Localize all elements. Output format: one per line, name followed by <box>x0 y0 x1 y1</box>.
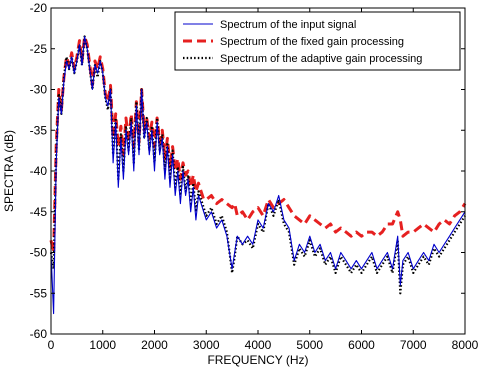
x-tick-label: 2000 <box>141 338 168 352</box>
x-tick-label: 8000 <box>452 338 478 352</box>
y-tick-label: -25 <box>30 42 48 56</box>
x-tick-label: 5000 <box>296 338 323 352</box>
axis-ticks: 0 1000 2000 3000 4000 5000 6000 7000 8000 -60 -55 -… <box>30 1 478 352</box>
x-tick-label: 6000 <box>348 338 375 352</box>
legend: Spectrum of the input signal Spectrum of … <box>174 11 461 71</box>
series-layer <box>49 35 467 315</box>
x-tick-label: 7000 <box>400 338 427 352</box>
legend-label-2: Spectrum of the fixed gain processing <box>220 36 404 48</box>
x-tick-label: 1000 <box>89 338 116 352</box>
x-tick-label: 3000 <box>193 338 220 352</box>
y-tick-label: -20 <box>30 1 48 15</box>
y-axis-title: SPECTRA (dB) <box>2 130 16 212</box>
x-tick-label: 4000 <box>245 338 272 352</box>
x-axis-title: FREQUENCY (Hz) <box>207 353 308 367</box>
series-line-1 <box>50 35 466 315</box>
y-tick-label: -60 <box>30 327 48 341</box>
legend-label-1: Spectrum of the input signal <box>220 19 356 31</box>
y-tick-label: -55 <box>30 286 48 300</box>
y-tick-label: -35 <box>30 123 48 137</box>
series-line-3 <box>49 35 466 295</box>
y-tick-label: -50 <box>30 246 48 260</box>
y-tick-label: -30 <box>30 83 48 97</box>
y-tick-label: -45 <box>30 205 48 219</box>
y-tick-label: -40 <box>30 164 48 178</box>
x-tick-label: 0 <box>48 338 55 352</box>
legend-label-3: Spectrum of the adaptive gain processing <box>220 53 422 65</box>
legend-box <box>174 11 461 71</box>
